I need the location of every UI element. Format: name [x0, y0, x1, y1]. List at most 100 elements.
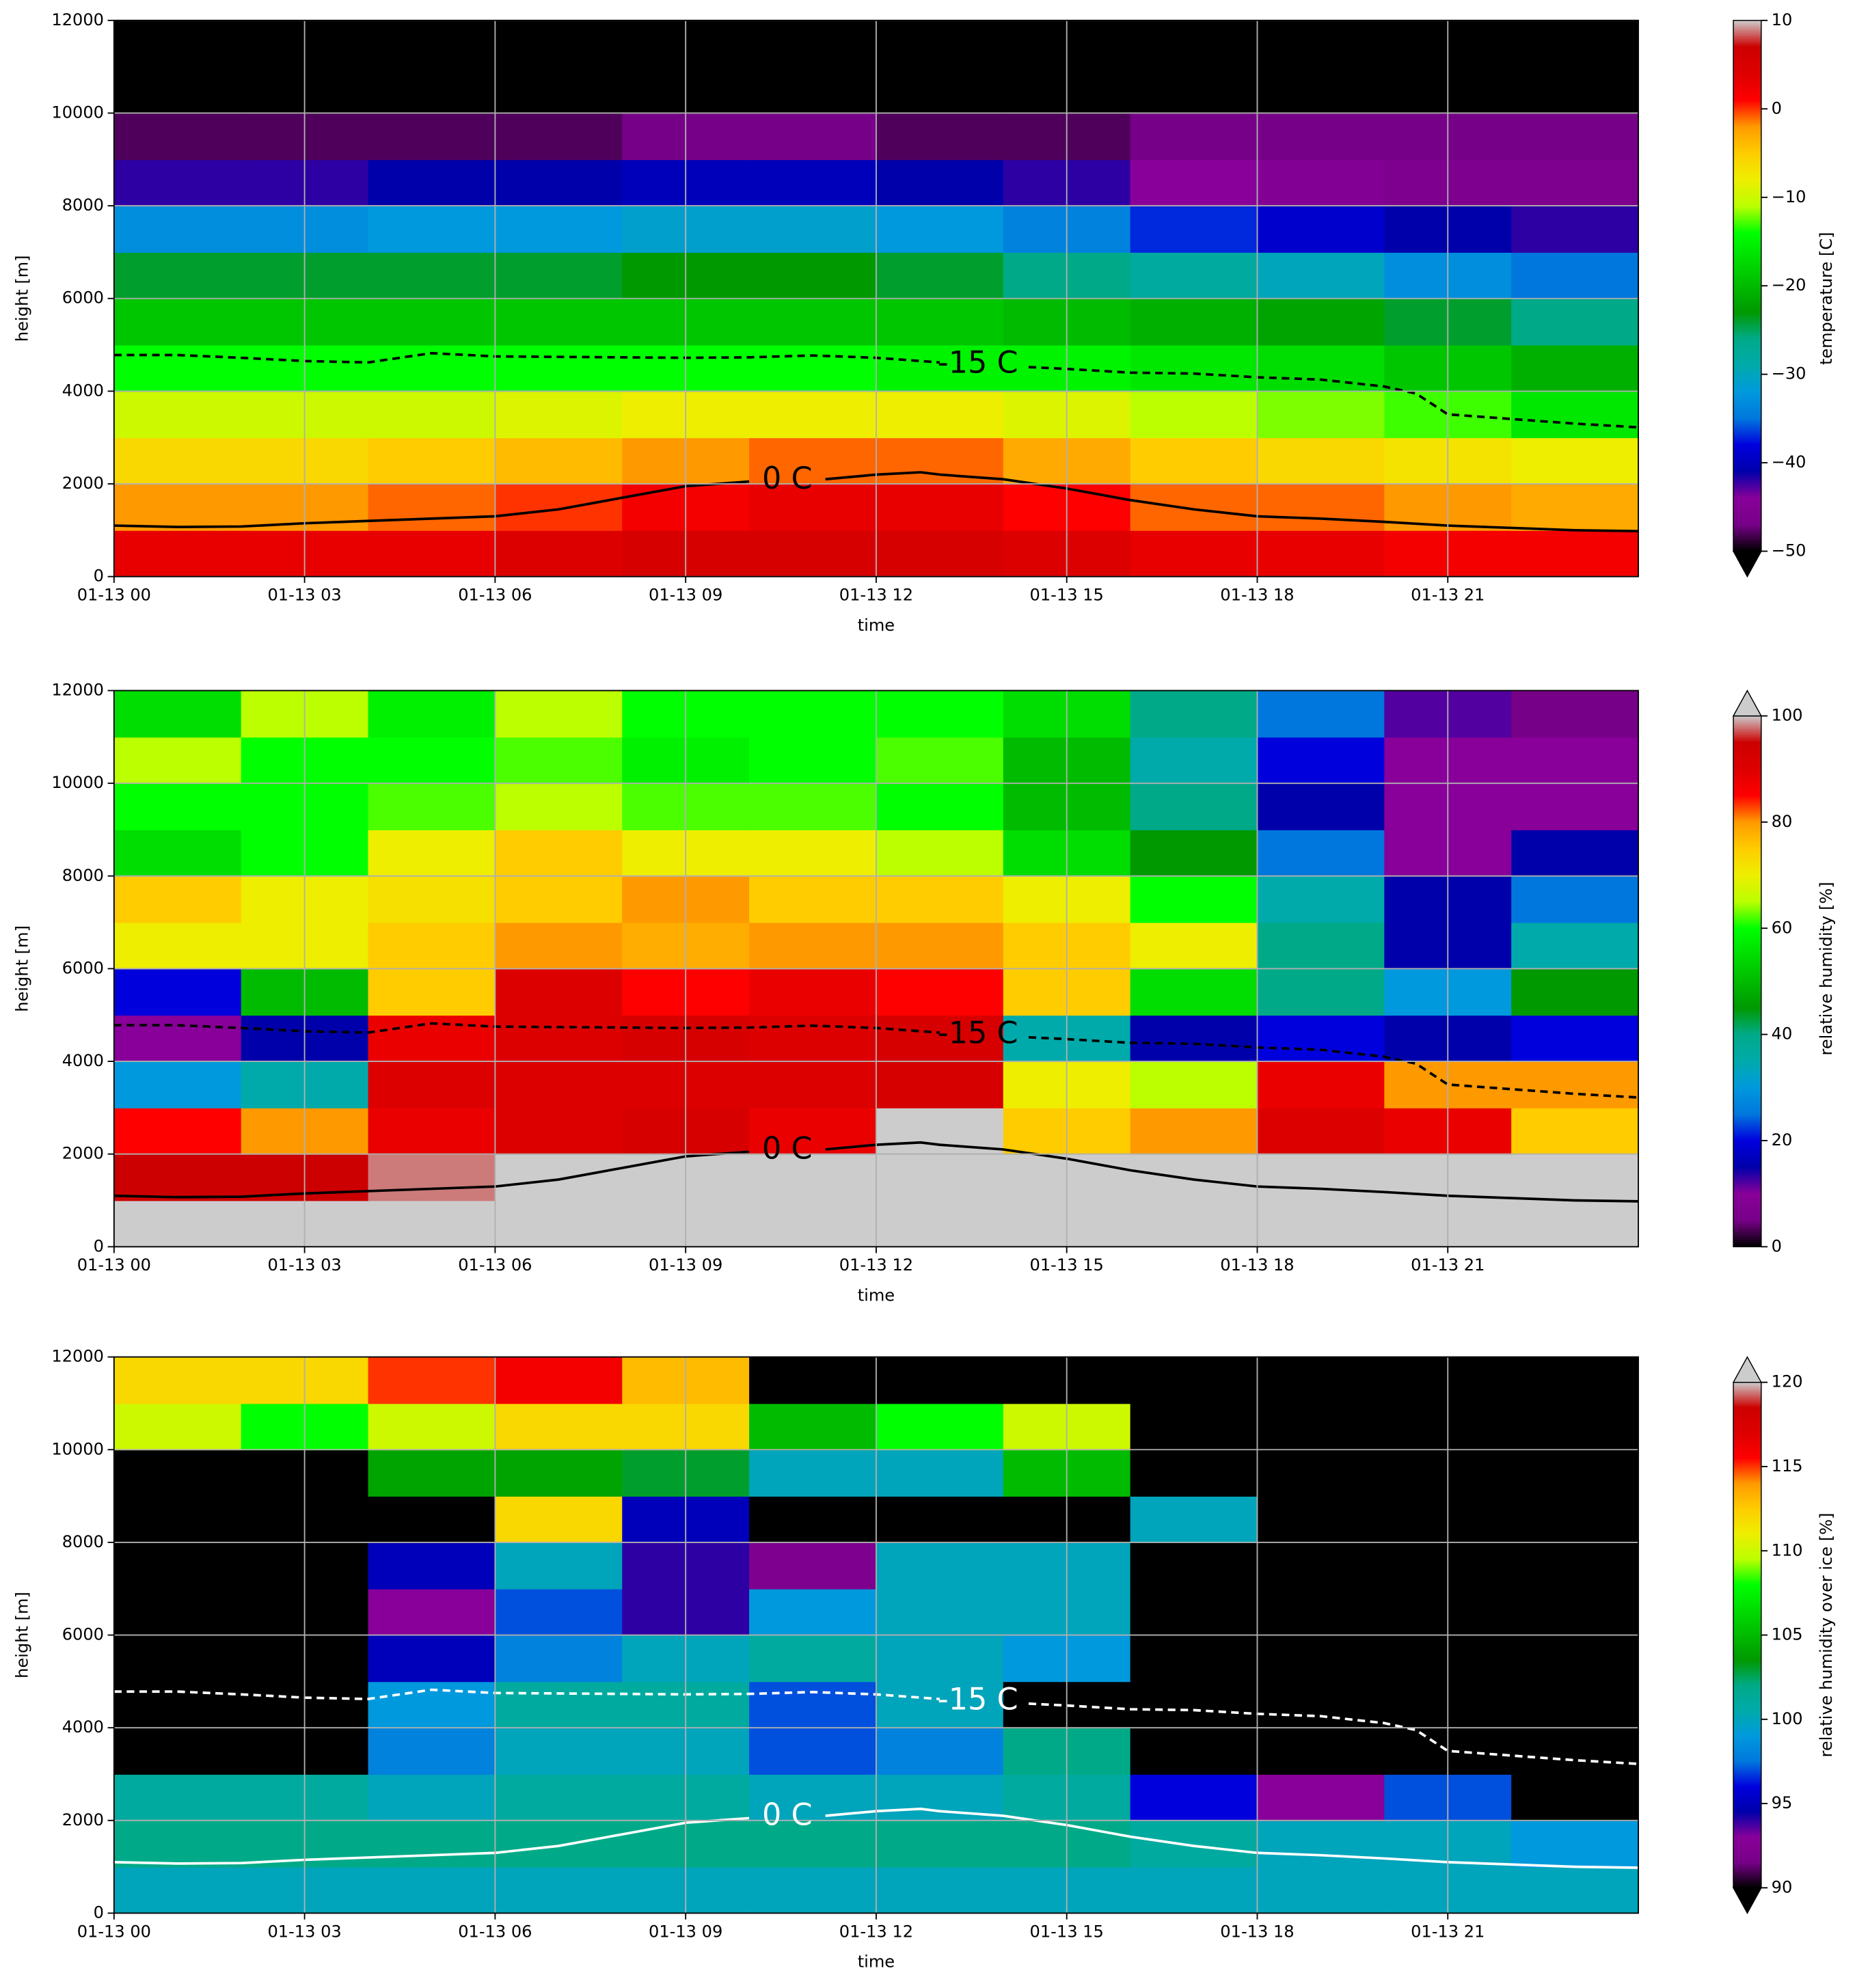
cell [1257, 1588, 1385, 1636]
cell [749, 1728, 877, 1775]
cell [1511, 922, 1638, 970]
cell [876, 1635, 1004, 1683]
colorbar-tick-label: 80 [1772, 812, 1793, 831]
cell [1511, 113, 1638, 161]
cell [495, 829, 623, 877]
cell [368, 1681, 496, 1729]
cell [749, 1403, 877, 1451]
cell [1257, 344, 1385, 392]
cell [749, 391, 877, 439]
cell [1511, 1061, 1638, 1108]
y-axis-label: height [m] [12, 1592, 31, 1678]
x-tick-label: 01-13 09 [649, 1255, 722, 1275]
cell [113, 20, 242, 68]
panel: 0 C -15 C 01-13 00 01-13 03 01-13 06 01-13 09… [12, 681, 1836, 1305]
panel: 0 C -15 C 01-13 00 01-13 03 01-13 06 01-13 09… [12, 1347, 1836, 1972]
cell [1130, 1061, 1258, 1108]
cell [113, 1635, 242, 1683]
cell [113, 1820, 242, 1868]
colorbar-tick-label: 0 [1772, 1236, 1782, 1255]
cell [1130, 968, 1258, 1016]
cell [1511, 530, 1638, 577]
cell [876, 484, 1004, 531]
cell [1257, 1820, 1385, 1868]
cell [876, 737, 1004, 785]
cell [1130, 737, 1258, 785]
contour-label: 0 C [762, 1132, 813, 1167]
x-tick-label: 01-13 00 [77, 1255, 151, 1275]
y-tick-label: 10000 [51, 103, 104, 122]
x-tick-label: 01-13 06 [458, 585, 532, 604]
cell [113, 1773, 242, 1821]
cell [495, 1820, 623, 1868]
cell [876, 391, 1004, 439]
cell [113, 391, 242, 439]
cell [368, 922, 496, 970]
contour-line [113, 471, 1638, 533]
cell [113, 1681, 242, 1729]
colorbar-tick-label: 40 [1772, 1024, 1793, 1044]
cell [1511, 1200, 1638, 1247]
cell [749, 783, 877, 830]
cell [1130, 251, 1258, 299]
cell [1130, 1681, 1258, 1729]
cell [876, 1061, 1004, 1108]
cell [1130, 530, 1258, 577]
cell [749, 1200, 877, 1247]
cell [1511, 344, 1638, 392]
cell [1257, 1403, 1385, 1451]
cell [749, 66, 877, 114]
cell [876, 1866, 1004, 1914]
cell [1511, 1449, 1638, 1497]
cell [113, 922, 242, 970]
cell [876, 1154, 1004, 1201]
x-tick-label: 01-13 21 [1411, 585, 1485, 604]
contour-line [113, 351, 1638, 429]
cell [495, 1107, 623, 1155]
cell [1511, 1496, 1638, 1543]
cell [495, 437, 623, 485]
cell [749, 1542, 877, 1590]
cell [1130, 1154, 1258, 1201]
cell [113, 66, 242, 114]
cell [113, 530, 242, 577]
cell [1130, 922, 1258, 970]
cell [1511, 1357, 1638, 1404]
cell [495, 690, 623, 738]
cell [368, 1061, 496, 1108]
cell [1511, 1635, 1638, 1683]
colorbar [1733, 1381, 1762, 1889]
cell [749, 530, 877, 577]
cell [368, 159, 496, 207]
x-tick-label: 01-13 06 [458, 1922, 532, 1941]
colorbar-tick-label: 20 [1772, 1130, 1793, 1149]
cell [749, 1588, 877, 1636]
cell [368, 1357, 496, 1404]
cell [113, 829, 242, 877]
contour-label: 0 C [762, 461, 813, 496]
cell [1257, 113, 1385, 161]
cell [113, 875, 242, 923]
x-tick-label: 01-13 15 [1030, 1255, 1104, 1275]
cell [368, 530, 496, 577]
cell [1130, 113, 1258, 161]
cell [876, 783, 1004, 830]
cell [1130, 1542, 1258, 1590]
cell [1130, 66, 1258, 114]
y-tick-label: 6000 [62, 958, 104, 977]
cell [1257, 1773, 1385, 1821]
cell [495, 391, 623, 439]
cell [495, 1728, 623, 1775]
cell [1130, 1820, 1258, 1868]
cell [368, 484, 496, 531]
cell [749, 1820, 877, 1868]
cell [495, 875, 623, 923]
cell [113, 113, 242, 161]
y-tick-label: 6000 [62, 1625, 104, 1644]
cell [113, 437, 242, 485]
colorbar-tick-label: −30 [1772, 364, 1806, 383]
cell [1511, 391, 1638, 439]
colorbar-tick-label: 100 [1772, 706, 1803, 725]
panel: 0 C -15 C 01-13 00 01-13 03 01-13 06 01-13 09… [12, 10, 1836, 635]
cell [1511, 1588, 1638, 1636]
